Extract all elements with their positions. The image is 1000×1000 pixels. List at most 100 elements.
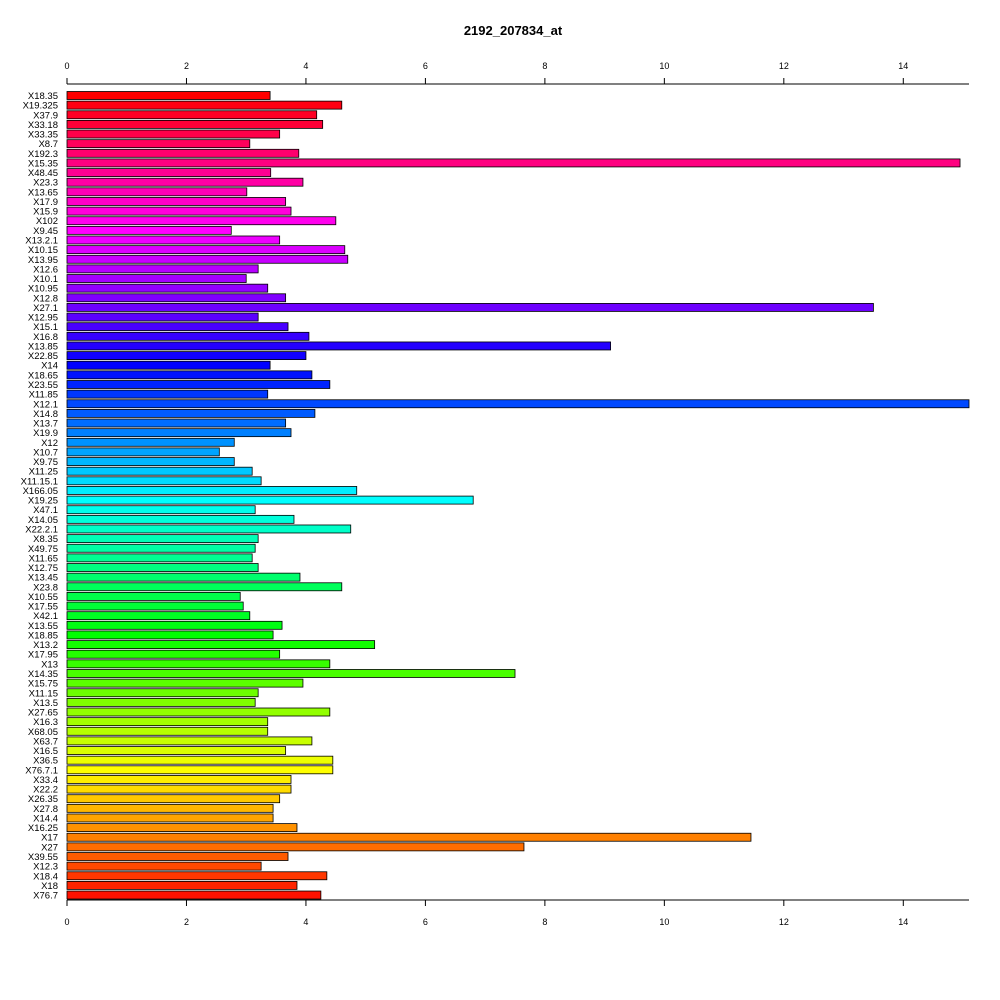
category-label: X16.8 <box>33 332 58 343</box>
bar-X18.35 <box>66 91 271 100</box>
bar-X9.45 <box>66 225 232 235</box>
top-axis-tick-label: 2 <box>184 61 189 71</box>
category-label: X13.5 <box>33 698 58 709</box>
category-label: X17.9 <box>33 197 58 208</box>
bar-X13.85 <box>66 341 611 351</box>
category-label: X166.05 <box>23 486 58 497</box>
bottom-axis-tick-label: 6 <box>423 917 428 927</box>
category-labels: X18.35X19.325X37.9X33.18X33.35X8.7X192.3… <box>21 91 58 902</box>
category-label: X13.2 <box>33 640 58 651</box>
category-label: X18 <box>41 881 58 892</box>
bar-X76.7 <box>66 890 322 900</box>
category-label: X22.85 <box>28 351 58 362</box>
bottom-axis-tick-label: 2 <box>184 917 189 927</box>
category-label: X47.1 <box>33 505 58 516</box>
category-label: X102 <box>36 216 58 227</box>
bar-X192.3 <box>66 148 300 158</box>
bar-X13.2.1 <box>66 235 281 245</box>
bar-X33.4 <box>66 775 292 784</box>
bar-X47.1 <box>66 505 256 515</box>
bar-X15.75 <box>66 678 304 688</box>
category-label: X10.15 <box>28 245 58 256</box>
category-label: X13.55 <box>28 621 58 632</box>
category-label: X12.6 <box>33 264 58 275</box>
category-label: X18.4 <box>33 871 58 882</box>
category-label: X16.3 <box>33 717 58 728</box>
bar-X11.25 <box>66 466 253 476</box>
bar-X10.1 <box>66 274 247 283</box>
category-label: X23.3 <box>33 178 58 189</box>
bar-X10.55 <box>66 592 241 601</box>
bottom-axis-tick-label: 0 <box>64 917 69 927</box>
bar-X14.35 <box>66 669 516 678</box>
category-label: X12.75 <box>28 563 58 574</box>
category-label: X22.2.1 <box>25 524 58 535</box>
bar-X10.95 <box>66 283 269 293</box>
bar-X10.7 <box>66 447 220 457</box>
category-label: X63.7 <box>33 736 58 747</box>
category-label: X10.7 <box>33 447 58 458</box>
category-label: X14.4 <box>33 813 58 824</box>
category-label: X16.25 <box>28 823 58 834</box>
bar-X14.05 <box>66 514 295 524</box>
bar-X18.85 <box>66 630 274 640</box>
category-label: X76.7.1 <box>25 765 58 776</box>
category-label: X13.95 <box>28 255 58 266</box>
category-label: X37.9 <box>33 110 58 121</box>
category-label: X15.1 <box>33 322 58 333</box>
category-label: X11.85 <box>29 390 58 401</box>
top-axis-tick-label: 4 <box>303 61 308 71</box>
bar-X22.2.1 <box>66 524 352 534</box>
category-label: X10.55 <box>28 592 58 603</box>
category-label: X76.7 <box>33 891 58 902</box>
bars-group <box>66 91 970 900</box>
bar-X16.25 <box>66 823 298 833</box>
category-label: X19.9 <box>33 428 58 439</box>
bar-X18.65 <box>66 370 313 380</box>
bar-X49.75 <box>66 543 256 553</box>
bar-X36.5 <box>66 755 334 765</box>
bar-X14.4 <box>66 813 274 823</box>
category-label: X48.45 <box>28 168 58 179</box>
bar-X15.1 <box>66 322 289 332</box>
category-label: X9.45 <box>33 226 58 237</box>
category-label: X15.35 <box>28 158 58 169</box>
bar-X33.35 <box>66 129 281 139</box>
bar-X16.5 <box>66 746 287 755</box>
bar-X12.6 <box>66 264 259 274</box>
bar-X12.1 <box>66 399 970 409</box>
top-axis-tick-label: 0 <box>64 61 69 71</box>
bar-X10.15 <box>66 245 346 255</box>
category-label: X27 <box>41 842 58 853</box>
bar-X13.2 <box>66 640 376 649</box>
bar-X16.8 <box>66 331 310 341</box>
category-label: X27.1 <box>33 303 58 314</box>
category-label: X10.95 <box>28 284 58 295</box>
category-label: X68.05 <box>28 727 58 738</box>
category-label: X19.25 <box>28 496 58 507</box>
category-label: X14.05 <box>28 515 58 526</box>
bar-X33.18 <box>66 120 324 129</box>
category-label: X17.95 <box>28 650 58 661</box>
top-axis-tick-label: 14 <box>898 61 908 71</box>
category-label: X13.45 <box>28 573 58 584</box>
bar-X8.7 <box>66 139 251 149</box>
bar-X14 <box>66 360 271 370</box>
category-label: X12.1 <box>33 399 58 410</box>
category-label: X16.5 <box>33 746 58 757</box>
bar-X18 <box>66 881 298 890</box>
bar-X23.3 <box>66 177 304 187</box>
bar-X19.325 <box>66 100 343 110</box>
top-axis-tick-label: 12 <box>779 61 789 71</box>
bar-X13.65 <box>66 187 248 197</box>
category-label: X49.75 <box>28 544 58 555</box>
bottom-axis-tick-label: 10 <box>659 917 669 927</box>
bar-X13.7 <box>66 418 287 428</box>
category-label: X12.3 <box>33 862 58 873</box>
bar-X17.95 <box>66 649 281 659</box>
bar-X14.8 <box>66 408 316 418</box>
bar-X166.05 <box>66 486 358 495</box>
category-label: X13 <box>41 659 58 670</box>
top-axis-tick-label: 8 <box>542 61 547 71</box>
category-label: X27.8 <box>33 804 58 815</box>
